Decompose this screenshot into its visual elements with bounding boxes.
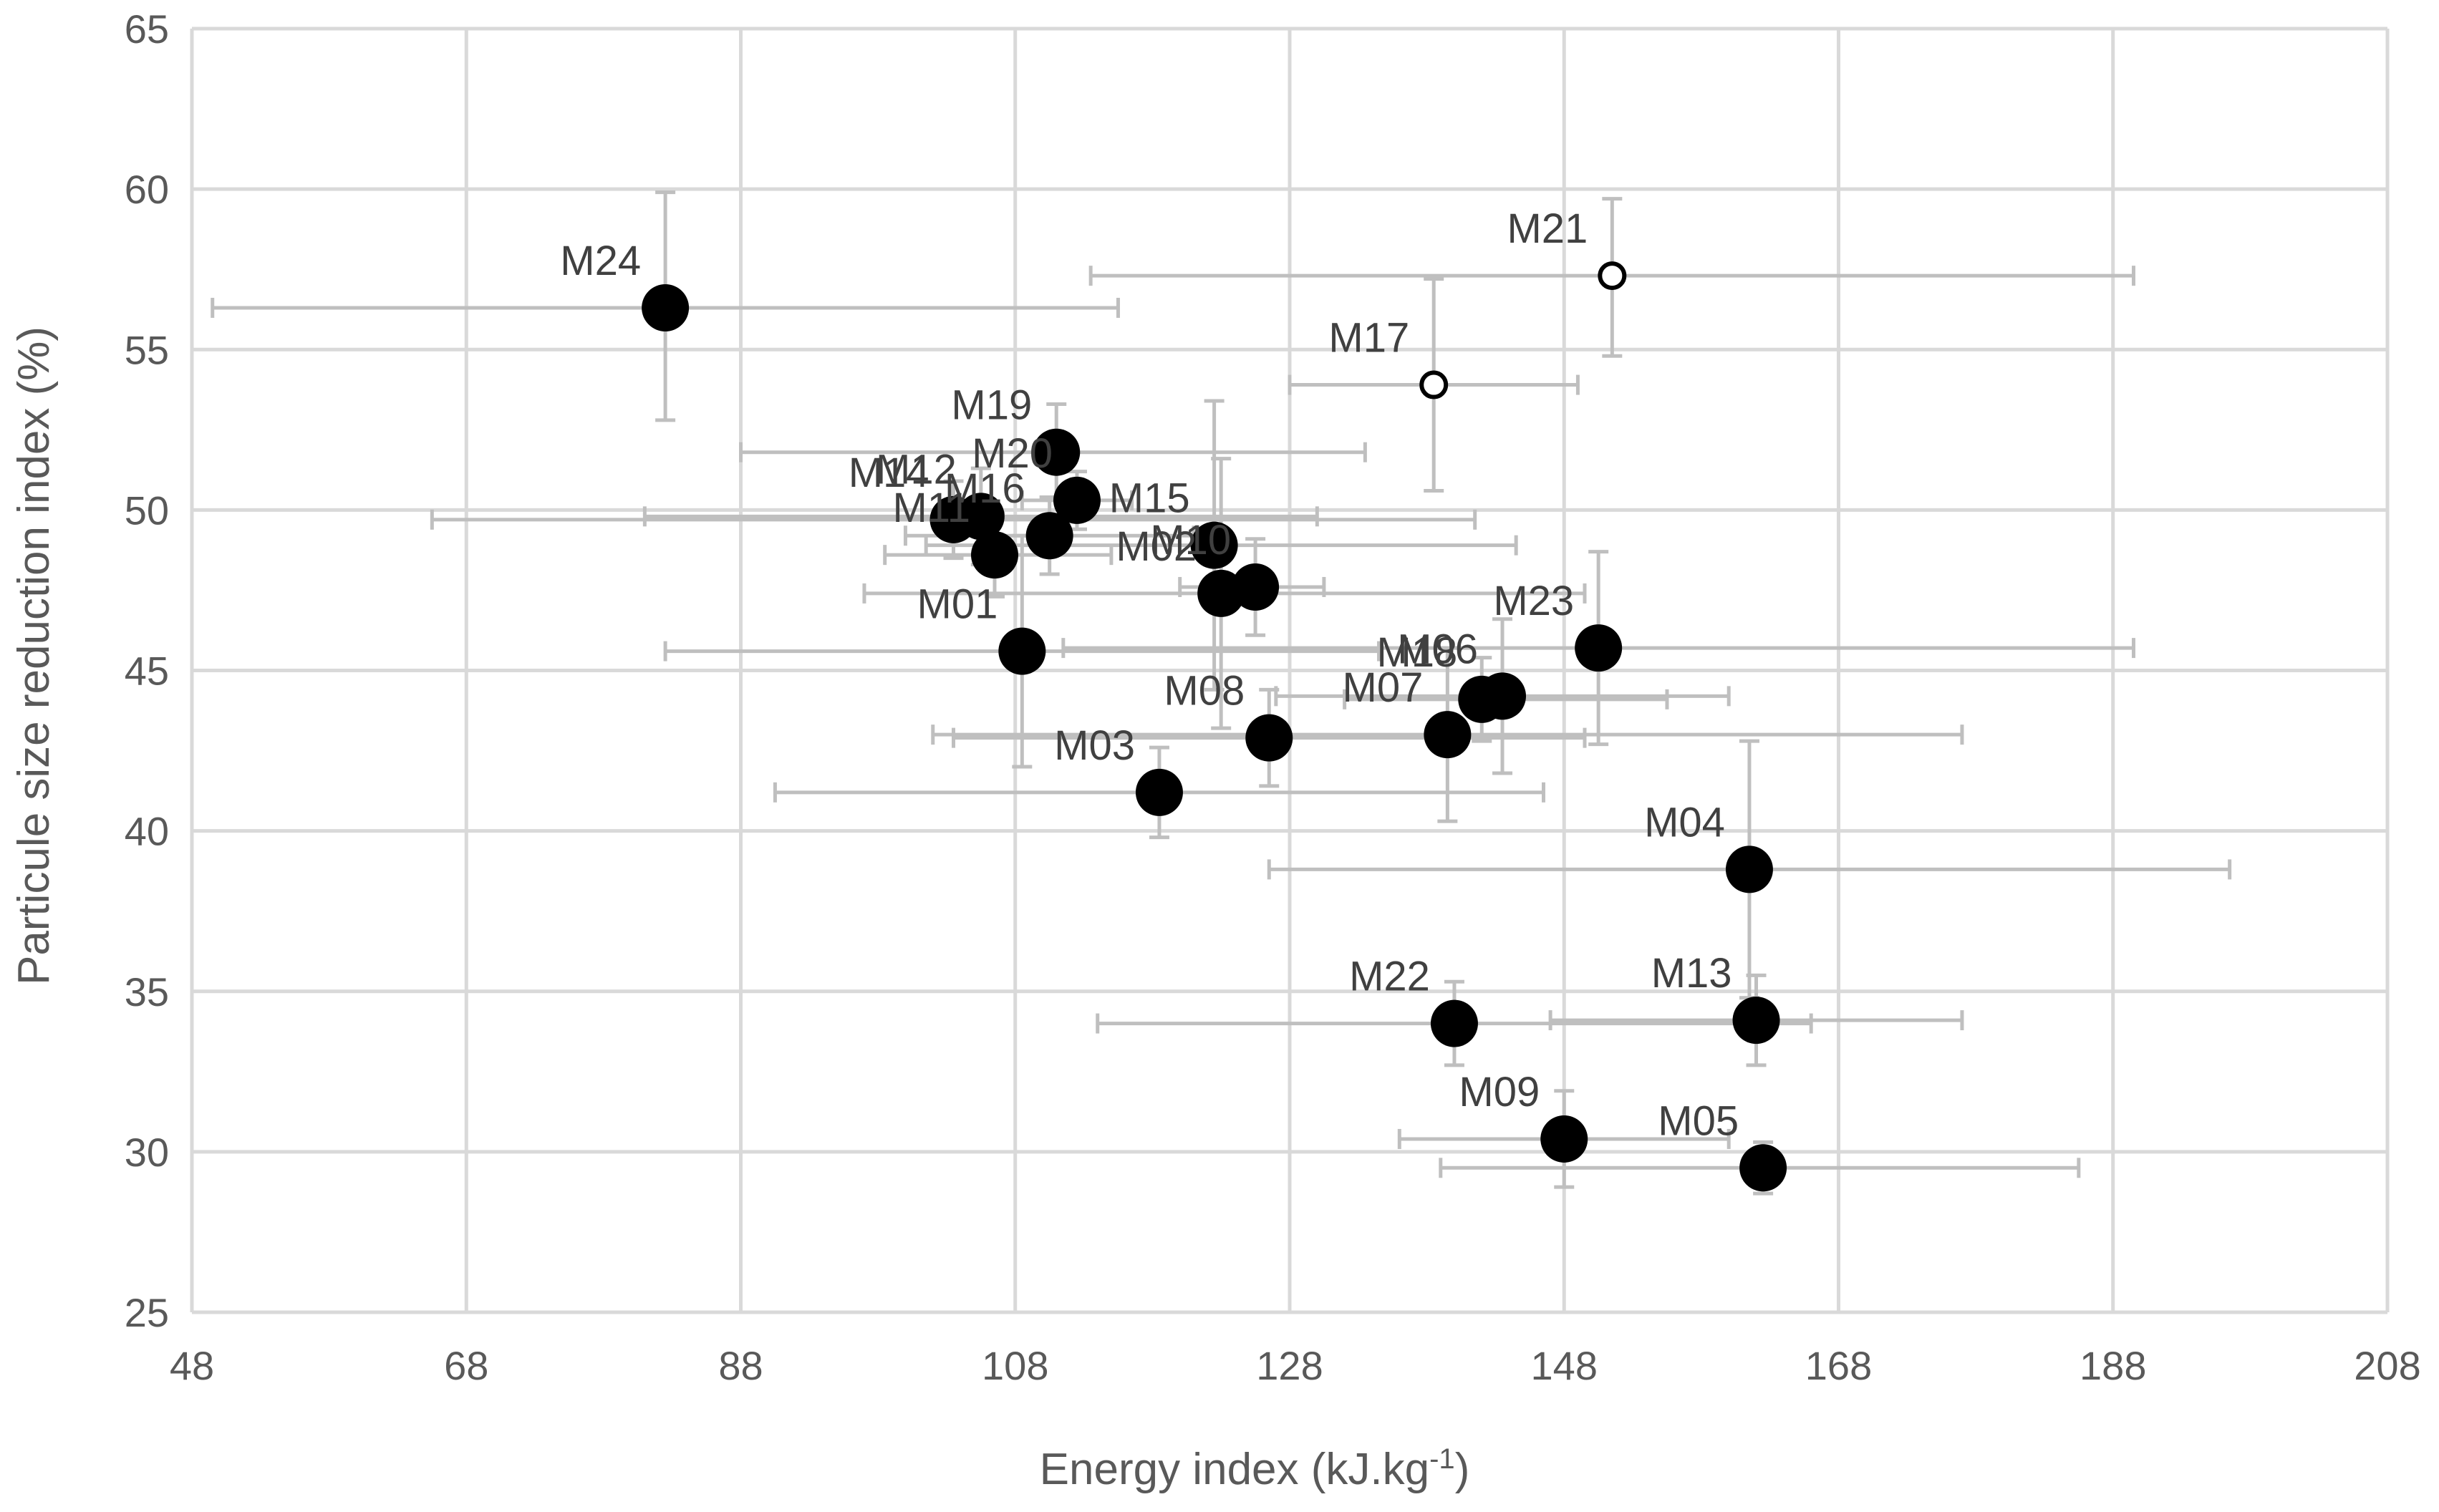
point-label-m07: M07: [1343, 664, 1424, 711]
point-label-m12: M12: [876, 446, 957, 493]
point-label-m05: M05: [1658, 1097, 1739, 1144]
point-label-m24: M24: [560, 238, 641, 284]
y-tick-label: 50: [125, 488, 169, 533]
x-tick-label: 88: [718, 1343, 763, 1388]
y-axis-title: Particule size reduction index (%): [9, 326, 59, 985]
point-label-m13: M13: [1651, 950, 1732, 997]
x-tick-label: 168: [1805, 1343, 1872, 1388]
point-m03: [1135, 768, 1183, 816]
point-m14: [929, 495, 977, 543]
point-m05: [1739, 1144, 1787, 1192]
data-points: [642, 261, 1787, 1192]
point-label-m16: M16: [945, 465, 1025, 512]
x-tick-label: 68: [444, 1343, 488, 1388]
point-label-m17: M17: [1328, 315, 1409, 362]
point-m21: [1598, 261, 1627, 291]
point-m13: [1732, 997, 1780, 1045]
point-label-m18: M18: [1376, 629, 1457, 676]
x-tick-label: 148: [1531, 1343, 1598, 1388]
point-m24: [642, 284, 690, 331]
point-label-m01: M01: [917, 581, 998, 628]
x-tick-label: 108: [982, 1343, 1048, 1388]
y-tick-label: 65: [125, 6, 169, 52]
point-m19: [1033, 428, 1081, 476]
x-tick-label: 208: [2354, 1343, 2420, 1388]
point-m07: [1424, 711, 1472, 759]
point-label-m11: M11: [892, 485, 970, 531]
point-label-m20: M20: [972, 430, 1053, 477]
point-label-m03: M03: [1054, 722, 1135, 769]
point-m23: [1575, 624, 1623, 672]
y-tick-label: 25: [125, 1290, 169, 1335]
point-label-m21: M21: [1507, 205, 1588, 252]
x-tick-label: 128: [1256, 1343, 1323, 1388]
point-label-m19: M19: [951, 382, 1032, 429]
point-m04: [1725, 845, 1773, 893]
y-tick-label: 40: [125, 809, 169, 854]
point-m09: [1540, 1115, 1588, 1163]
x-tick-label: 188: [2080, 1343, 2146, 1388]
point-m08: [1245, 714, 1293, 762]
x-axis-title: Energy index (kJ.kg-1): [1040, 1443, 1470, 1494]
point-label-m02: M02: [1116, 523, 1197, 570]
point-m11: [971, 531, 1019, 579]
point-label-m15: M15: [1109, 475, 1190, 522]
gridlines: [190, 26, 2390, 1314]
point-m06: [1479, 672, 1527, 720]
point-m02: [1197, 569, 1245, 617]
point-label-m08: M08: [1164, 668, 1245, 714]
point-m16: [1025, 512, 1073, 560]
y-tick-label: 30: [125, 1130, 169, 1175]
point-label-m10: M10: [1150, 517, 1231, 563]
y-tick-label: 35: [125, 969, 169, 1014]
y-tick-label: 45: [125, 649, 169, 694]
point-label-m14: M14: [849, 450, 929, 496]
point-m15: [1190, 521, 1238, 569]
point-m17: [1419, 370, 1449, 399]
x-tick-label: 48: [170, 1343, 214, 1388]
point-m22: [1430, 999, 1478, 1047]
x-axis-tick-labels: 48 68 88 108 128 148 168 188 208: [170, 1343, 2421, 1388]
point-m20: [1053, 476, 1101, 524]
point-label-m06: M06: [1397, 626, 1478, 672]
point-label-m04: M04: [1644, 799, 1725, 845]
y-axis-tick-labels: 25 30 35 40 45 50 55 60 65: [125, 6, 169, 1335]
point-label-m09: M09: [1459, 1069, 1540, 1115]
point-label-m22: M22: [1349, 954, 1430, 1000]
point-m01: [998, 627, 1046, 675]
point-label-m23: M23: [1493, 578, 1574, 624]
y-tick-label: 55: [125, 327, 169, 372]
y-tick-label: 60: [125, 167, 169, 212]
